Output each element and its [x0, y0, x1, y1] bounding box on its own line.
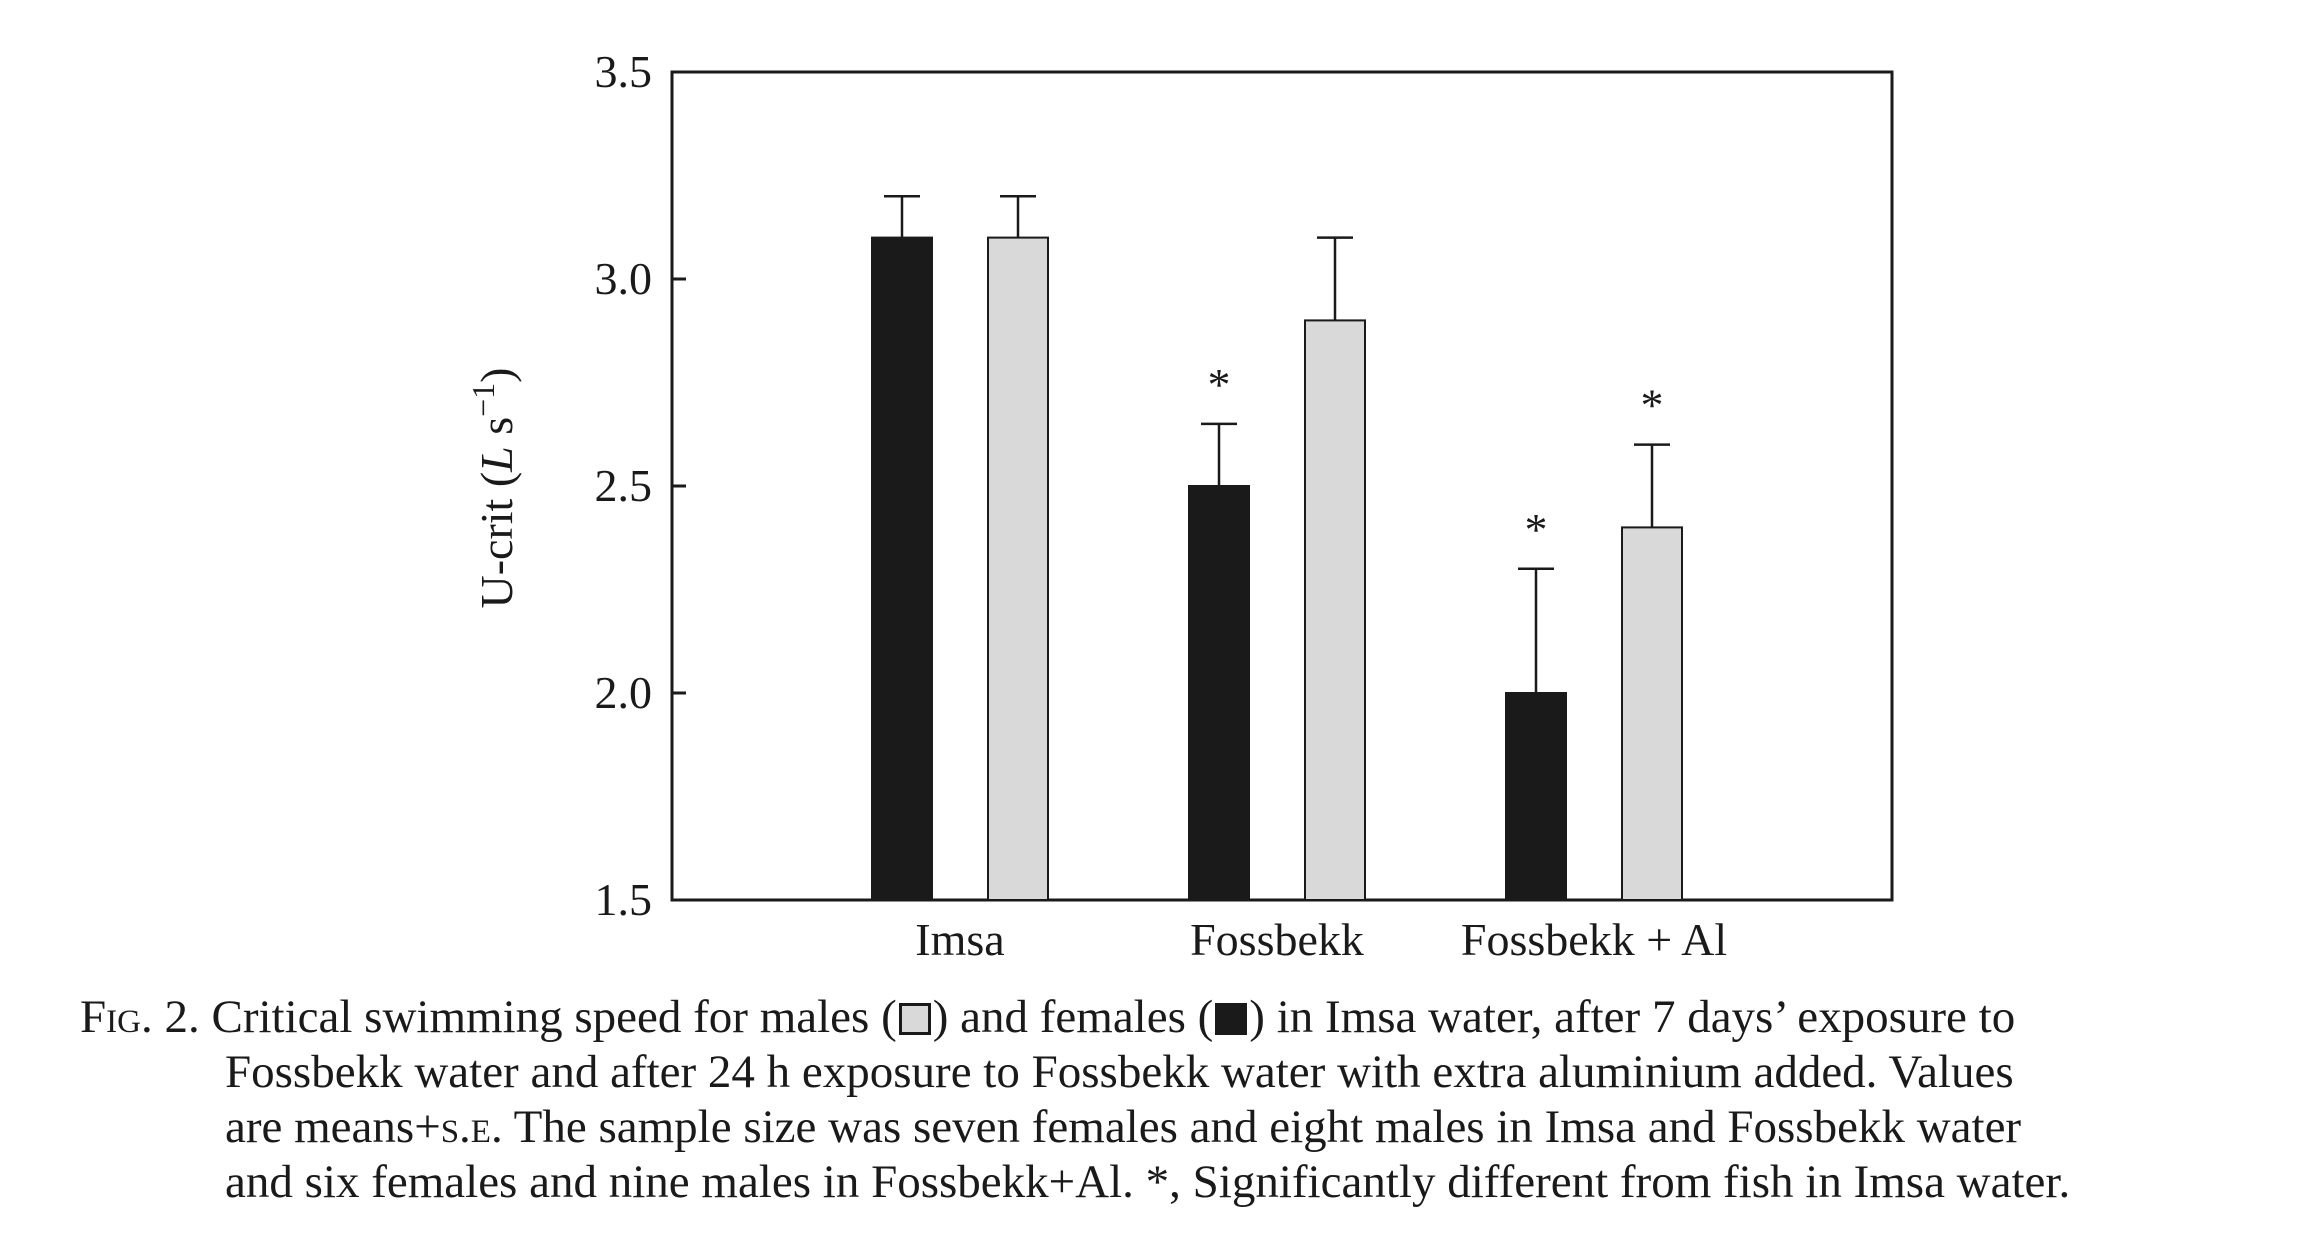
bar-males-0	[987, 236, 1049, 902]
caption-fig-number: . 2.	[140, 991, 200, 1043]
male-legend-swatch	[898, 1003, 931, 1035]
significance-star-males-2: *	[1641, 380, 1664, 431]
x-category-label: Fossbekk	[1190, 914, 1364, 960]
y-tick-label: 2.5	[595, 460, 653, 511]
caption-line-4: and six females and nine males in Fossbe…	[225, 1156, 2071, 1208]
caption-line-3: are means+s.e. The sample size was seven…	[80, 1100, 2260, 1155]
bars	[871, 236, 1683, 902]
significance-star-females-2: *	[1525, 504, 1548, 555]
y-tick-label: 1.5	[595, 874, 653, 925]
caption-line-1: Fig. 2. Critical swimming speed for male…	[80, 990, 2260, 1045]
caption-fig-word: Fig	[80, 991, 141, 1043]
bar-males-1	[1304, 319, 1366, 901]
plot-frame	[670, 70, 1894, 902]
caption-text-3b: The sample size was seven females and ei…	[502, 1101, 2022, 1153]
significance-star-females-1: *	[1208, 359, 1231, 410]
female-legend-swatch	[1215, 1003, 1248, 1035]
bar-females-0	[871, 236, 933, 902]
caption-text-1b: ) and females (	[932, 991, 1214, 1043]
y-axis-label: U-crit (L s−1)	[465, 367, 522, 608]
error-bars: * * *	[884, 194, 1670, 693]
caption-text-3a: are means+	[225, 1101, 441, 1153]
caption-text-1c: ) in Imsa water, after 7 days’ exposure …	[1249, 991, 2016, 1043]
x-category-label: Imsa	[915, 914, 1004, 960]
figure-caption: Fig. 2. Critical swimming speed for male…	[80, 990, 2260, 1210]
x-axis-categories: Imsa Fossbekk Fossbekk + Al	[915, 914, 1727, 960]
y-tick-label: 3.0	[595, 253, 653, 304]
caption-se: s.e.	[440, 1101, 503, 1153]
y-tick-label: 3.5	[595, 46, 653, 97]
y-axis-ticks: 1.5 2.0 2.5 3.0 3.5	[595, 46, 686, 925]
x-category-label: Fossbekk + Al	[1461, 914, 1727, 960]
caption-text-1a: Critical swimming speed for males (	[199, 991, 897, 1043]
caption-line-2: Fossbekk water and after 24 h exposure t…	[225, 1046, 2014, 1098]
bar-females-1	[1188, 485, 1250, 901]
bar-males-2	[1621, 526, 1683, 902]
bar-females-2	[1505, 692, 1567, 901]
bar-chart: * * * 1.5 2.0 2.5 3.0 3.5 Imsa Fossbekk Fossbekk…	[465, 46, 1894, 960]
y-tick-label: 2.0	[595, 667, 653, 718]
